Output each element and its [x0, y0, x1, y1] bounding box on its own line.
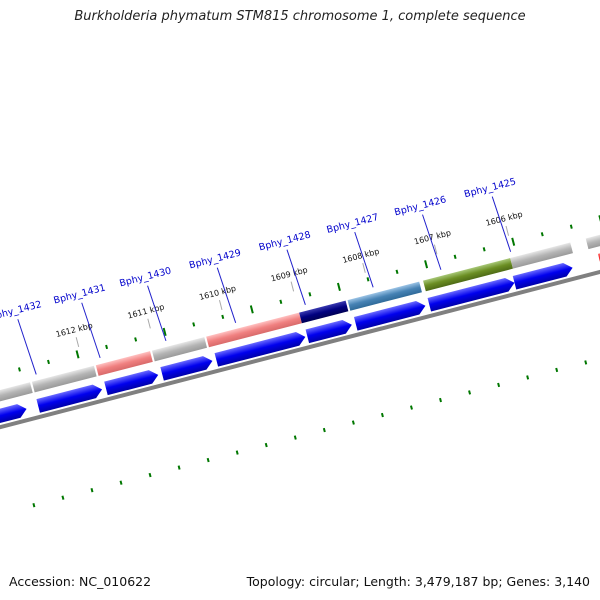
- tick-mark: [75, 350, 80, 359]
- feature-bar: [31, 365, 97, 393]
- tick-mark: [235, 450, 239, 455]
- tick-mark: [264, 442, 268, 448]
- position-tick-label: 1611 kbp: [127, 302, 166, 320]
- tick-mark: [366, 277, 370, 282]
- locus-leader: [81, 302, 101, 359]
- position-tick-label: 1609 kbp: [270, 265, 309, 283]
- tick-mark: [482, 247, 486, 252]
- tick-leader: [147, 318, 151, 329]
- locus-leader: [491, 196, 512, 252]
- tick-mark: [119, 480, 123, 485]
- feature-bar: [206, 312, 302, 348]
- tick-mark: [336, 282, 341, 291]
- tick-mark: [47, 359, 50, 365]
- gene-arrow: [160, 356, 213, 381]
- tick-mark: [410, 405, 413, 410]
- locus-leader: [147, 285, 167, 342]
- gene-arrow: [305, 320, 352, 344]
- tick-mark: [192, 322, 196, 327]
- locus-tag-label: Bphy_1429: [188, 247, 242, 271]
- tick-mark: [453, 254, 457, 259]
- tick-mark: [439, 397, 442, 403]
- locus-tag-label: Bphy_1427: [326, 212, 380, 236]
- locus-tag-label: Bphy_1431: [53, 283, 107, 307]
- tick-mark: [221, 314, 225, 320]
- tick-mark: [569, 224, 573, 229]
- position-tick-label: 1610 kbp: [198, 284, 237, 302]
- tick-mark: [32, 502, 36, 508]
- tick-mark: [395, 269, 399, 274]
- locus-tag-label: Bphy_1430: [118, 266, 172, 290]
- locus-leader: [354, 231, 374, 288]
- tick-leader: [75, 337, 80, 348]
- tick-mark: [598, 215, 600, 224]
- locus-tag-label: Bphy_1428: [258, 229, 312, 253]
- feature-bar: [95, 351, 153, 376]
- feature-bar: [510, 242, 573, 269]
- gene-arrow: [512, 262, 573, 290]
- gene-arrow: [104, 370, 159, 396]
- tick-mark: [555, 367, 559, 373]
- tick-track: [17, 215, 600, 508]
- tick-leader: [362, 262, 366, 273]
- locus-tag-label: Bphy_1432: [0, 299, 43, 323]
- locus-tag-label: Bphy_1425: [463, 176, 517, 200]
- tick-mark: [249, 305, 254, 314]
- tick-mark: [279, 299, 283, 305]
- feature-bar: [347, 281, 422, 311]
- tick-leader: [505, 225, 510, 236]
- feature-bar: [299, 300, 349, 324]
- summary-text: Topology: circular; Length: 3,479,187 bp…: [246, 574, 590, 589]
- tick-mark: [468, 390, 472, 395]
- tick-mark: [17, 367, 21, 372]
- tick-mark: [148, 472, 152, 478]
- feature-bar: [0, 382, 33, 405]
- locus-leader: [17, 319, 37, 375]
- accession-text: Accession: NC_010622: [9, 574, 152, 589]
- backbone-line: [0, 249, 600, 444]
- tick-mark: [511, 237, 516, 246]
- tick-mark: [540, 232, 544, 237]
- tick-mark: [584, 360, 588, 365]
- gene-arrow: [427, 277, 515, 312]
- tick-mark: [293, 435, 297, 440]
- feature-bar: [423, 258, 513, 292]
- map-title: Burkholderia phymatum STM815 chromosome …: [74, 9, 526, 24]
- tick-mark: [105, 344, 109, 350]
- tick-leader: [433, 244, 438, 255]
- tick-mark: [162, 327, 167, 337]
- tick-mark: [90, 487, 94, 493]
- tick-leader: [218, 300, 223, 310]
- position-tick-label: 1606 kbp: [485, 210, 524, 228]
- tick-mark: [526, 375, 530, 380]
- tick-leader: [290, 281, 295, 292]
- backbone-track: [0, 249, 600, 444]
- gene-track: [0, 238, 600, 428]
- locus-leader: [286, 249, 306, 305]
- gene-arrow: [214, 332, 306, 367]
- gene-arrow: [36, 384, 103, 413]
- gene-arrow: [353, 301, 426, 331]
- feature-track: [0, 223, 600, 405]
- tick-mark: [497, 382, 501, 388]
- feature-bar: [151, 337, 208, 362]
- locus-tag-label: Bphy_1426: [393, 194, 447, 218]
- locus-leader: [216, 267, 237, 323]
- tick-mark: [380, 412, 384, 418]
- tick-mark: [322, 427, 326, 433]
- tick-mark: [308, 292, 312, 297]
- tick-mark: [61, 495, 65, 500]
- tick-mark: [424, 260, 429, 269]
- locus-leader: [422, 214, 442, 270]
- position-tick-label: 1612 kbp: [55, 321, 94, 339]
- feature-bar: [585, 223, 600, 250]
- tick-mark: [134, 337, 138, 342]
- gene-arrow: [0, 404, 27, 428]
- tick-mark: [351, 420, 355, 425]
- tick-mark: [206, 457, 210, 463]
- tick-mark: [177, 465, 181, 470]
